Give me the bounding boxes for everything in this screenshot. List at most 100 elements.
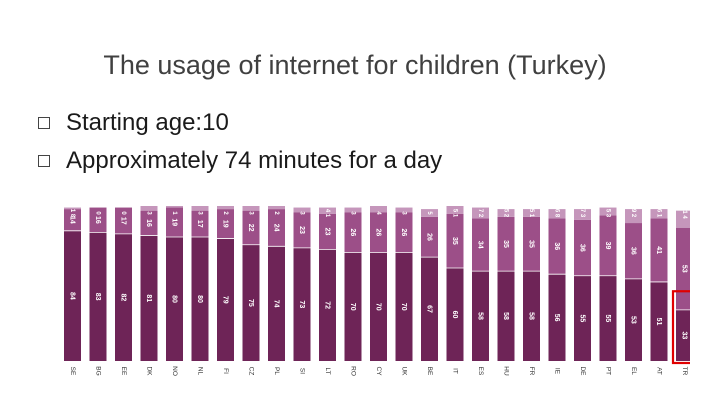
data-label: 14 [69, 216, 76, 224]
bar-segment [293, 247, 311, 361]
x-tick-label: UK [400, 366, 407, 376]
bar-segment [548, 274, 566, 361]
data-label: 26 [400, 228, 407, 236]
square-bullet-icon [38, 155, 50, 167]
data-label: 36 [579, 244, 586, 252]
bar-segment [242, 244, 260, 361]
x-tick-label: BG [94, 366, 101, 375]
bar-segment [599, 207, 617, 216]
data-label: 4 [375, 211, 381, 215]
data-label: 75 [247, 299, 254, 307]
data-label: 67 [426, 305, 433, 313]
data-label: 7 3 [579, 209, 585, 218]
x-tick-label: IT [451, 368, 458, 374]
x-tick-label: IE [553, 368, 560, 375]
data-label: 17 [120, 217, 127, 225]
data-label: 23 [324, 228, 331, 236]
bar-segment [395, 212, 413, 253]
x-tick-label: NO [171, 366, 178, 376]
data-label: 22 [247, 224, 254, 232]
data-label: 5 1 [528, 209, 534, 218]
bar-segment [370, 212, 387, 253]
bar-segment [319, 249, 336, 361]
data-label: 7 2 [477, 209, 483, 218]
data-label: 73 [298, 301, 305, 309]
bar-segment [370, 252, 387, 361]
bar-segment [191, 206, 209, 211]
x-tick-label: DE [579, 366, 586, 376]
bullet-list: Starting age:10 Approximately 74 minutes… [38, 108, 442, 184]
data-label: 16 [94, 216, 101, 224]
x-tick-label: PL [273, 367, 280, 375]
bar-segment [497, 209, 515, 217]
data-label: 11 4 [681, 207, 687, 219]
bar-segment [446, 213, 464, 268]
bar-segment [395, 207, 413, 213]
bar-segment [421, 216, 438, 258]
bar-segment [395, 252, 413, 361]
bar-segment [64, 207, 81, 210]
data-label: 17 [196, 220, 203, 228]
bar-segment [497, 271, 515, 361]
bar-segment [676, 210, 690, 228]
data-label: 5 1 [451, 209, 457, 218]
x-tick-label: AT [655, 367, 662, 375]
data-label: 5 2 [502, 209, 508, 218]
bar-segment [599, 275, 617, 361]
x-tick-label: ES [477, 367, 484, 376]
data-label: 33 [681, 332, 688, 340]
data-label: 26 [426, 233, 433, 241]
data-label: 36 [630, 247, 637, 255]
data-label: 53 [630, 316, 637, 324]
bar-segment [344, 207, 362, 213]
x-tick-label: SE [69, 367, 76, 376]
bar-segment [293, 207, 311, 213]
data-label: 60 [451, 311, 458, 319]
data-label: 79 [222, 296, 229, 304]
x-tick-label: FR [528, 367, 535, 376]
bar-segment [676, 227, 690, 310]
data-label: 58 [528, 312, 535, 320]
bar-segment [625, 209, 642, 224]
bar-segment [268, 206, 285, 210]
bullet-text: Starting age:10 [66, 109, 229, 136]
bar-segment [446, 206, 464, 214]
bar-segment [548, 209, 566, 219]
bar-segment [650, 281, 668, 361]
data-label: 82 [120, 294, 127, 302]
bar-segment [115, 233, 132, 361]
data-label: 35 [451, 237, 458, 245]
data-label: 3 [247, 211, 253, 215]
data-label: 0 [94, 211, 100, 215]
data-label: 39 [604, 242, 611, 250]
bar-segment [574, 219, 591, 276]
data-label: 70 [349, 303, 356, 311]
x-tick-label: CY [375, 366, 382, 376]
slide-title: The usage of internet for children (Turk… [103, 50, 607, 80]
data-label: 19 [222, 220, 229, 228]
bar-segment [242, 206, 260, 211]
data-label: 3 [196, 211, 202, 215]
bar-segment [115, 207, 132, 234]
bar-segment [599, 215, 617, 276]
data-label: 58 [502, 312, 509, 320]
bar-segment [268, 246, 285, 361]
bar-segment [523, 216, 540, 272]
data-label: 55 [604, 314, 611, 322]
data-label: 26 [375, 228, 382, 236]
data-label: 1 8 [69, 209, 75, 218]
data-label: 84 [69, 292, 76, 300]
bar-segment [548, 218, 566, 275]
data-label: 24 [273, 224, 280, 232]
bar-segment [421, 209, 438, 217]
bar-segment [574, 275, 591, 361]
bar-segment [523, 209, 540, 217]
x-tick-label: SI [298, 368, 305, 374]
bar-segment [650, 218, 668, 282]
x-tick-label: PT [604, 367, 611, 375]
bar-segment [217, 238, 234, 361]
x-tick-label: EE [120, 367, 127, 376]
x-tick-label: RO [349, 366, 356, 376]
data-label: 9 2 [630, 209, 636, 218]
data-label: 5 3 [604, 209, 610, 218]
